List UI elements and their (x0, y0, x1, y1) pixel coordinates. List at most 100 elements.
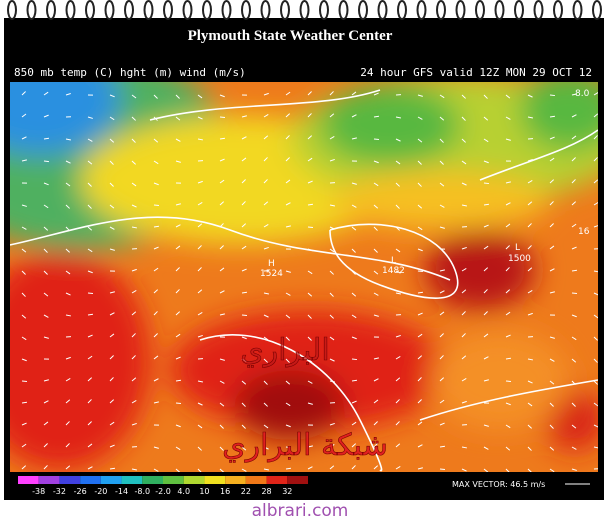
wind-arrow (395, 138, 401, 142)
wind-arrow (395, 377, 401, 382)
wind-arrow (263, 468, 270, 471)
wind-arrow (285, 91, 291, 96)
wind-arrow (329, 136, 335, 140)
colorbar-label: 32 (282, 487, 292, 496)
wind-arrow (439, 445, 446, 448)
wind-arrow (417, 270, 424, 273)
wind-arrow (593, 380, 598, 385)
color-swatch (266, 476, 288, 484)
wind-arrow (483, 160, 489, 164)
wind-arrow (285, 314, 291, 319)
wind-arrow (527, 424, 532, 429)
ring (280, 0, 290, 20)
wind-arrow (593, 157, 598, 162)
ring (299, 0, 310, 20)
wind-arrow (373, 314, 379, 317)
wind-arrow (131, 333, 136, 338)
pressure-center: L (515, 243, 520, 253)
wind-arrow (417, 355, 423, 360)
wind-arrow (549, 245, 555, 250)
wind-arrow (593, 225, 598, 228)
wind-arrow (285, 402, 291, 407)
wind-arrow (571, 380, 576, 385)
wind-arrow (285, 292, 291, 296)
wind-arrow (131, 160, 136, 165)
wind-arrow (241, 468, 247, 472)
wind-arrow (373, 270, 379, 275)
contour-value: 16 (578, 227, 590, 237)
wind-arrow (461, 468, 467, 472)
wind-arrow (241, 358, 247, 363)
wind-arrow (285, 270, 291, 273)
wind-arrow (571, 135, 577, 140)
ring (46, 0, 56, 20)
wind-arrow (571, 246, 577, 250)
wind-arrow (263, 201, 269, 206)
wind-arrow (527, 402, 533, 407)
wind-arrow (65, 160, 71, 164)
wind-arrow (219, 116, 226, 119)
wind-arrow (241, 201, 246, 206)
ring (163, 0, 173, 20)
colorbar-label: 4.0 (177, 487, 190, 496)
wind-arrow (549, 115, 556, 118)
wind-arrow (505, 94, 511, 99)
wind-arrow (197, 402, 203, 406)
wind-arrow (197, 138, 204, 141)
wind-arrow (461, 268, 467, 272)
wind-arrow (87, 160, 93, 165)
wind-arrow (439, 422, 445, 426)
wind-arrow (307, 180, 313, 184)
wind-arrow (505, 402, 511, 406)
wind-arrow (571, 358, 577, 363)
wind-arrow (109, 204, 115, 209)
wind-arrow (109, 377, 114, 382)
wind-arrow (461, 446, 468, 449)
wind-arrow (153, 401, 159, 404)
wind-arrow (373, 248, 378, 253)
wind-arrow (241, 115, 247, 118)
wind-arrow (329, 444, 335, 448)
wind-arrow (65, 356, 71, 360)
wind-arrow (285, 179, 291, 184)
wind-arrow (395, 248, 401, 253)
wind-arrow (329, 270, 334, 275)
wind-arrow (307, 157, 313, 162)
pressure-value: 1482 (382, 266, 405, 276)
wind-arrow (593, 113, 598, 118)
colorbar-label: -20 (94, 487, 107, 496)
wind-arrow (197, 446, 202, 451)
wind-arrow (307, 292, 313, 297)
wind-arrow (21, 292, 26, 297)
wind-arrow (241, 179, 246, 184)
wind-arrow (43, 314, 49, 318)
wind-arrow (65, 421, 70, 426)
wind-arrow (483, 333, 489, 338)
wind-arrow (241, 291, 248, 294)
wind-arrow (241, 424, 246, 429)
site-watermark: albrari.com (252, 501, 349, 521)
wind-arrow (219, 424, 224, 429)
wind-arrow (483, 138, 489, 143)
wind-arrow (373, 421, 378, 426)
wind-arrow (43, 114, 49, 118)
wind-arrow (197, 312, 203, 316)
wind-arrow (263, 358, 268, 363)
wind-arrow (219, 446, 224, 451)
wind-arrow (549, 380, 555, 385)
wind-arrow (527, 180, 533, 184)
ring (592, 0, 602, 20)
wind-arrow (329, 465, 335, 470)
wind-arrow (21, 422, 27, 426)
wind-arrow (43, 379, 49, 382)
wind-arrow (351, 226, 357, 231)
wind-arrow (219, 94, 225, 98)
wind-arrow (329, 314, 334, 319)
colorbar-label: -38 (32, 487, 45, 496)
wind-arrow (549, 468, 555, 472)
wind-arrow (395, 116, 402, 119)
wind-arrow (505, 267, 510, 272)
wind-arrow (593, 314, 598, 319)
colorbar-label: 10 (199, 487, 209, 496)
wind-arrow (109, 94, 115, 98)
